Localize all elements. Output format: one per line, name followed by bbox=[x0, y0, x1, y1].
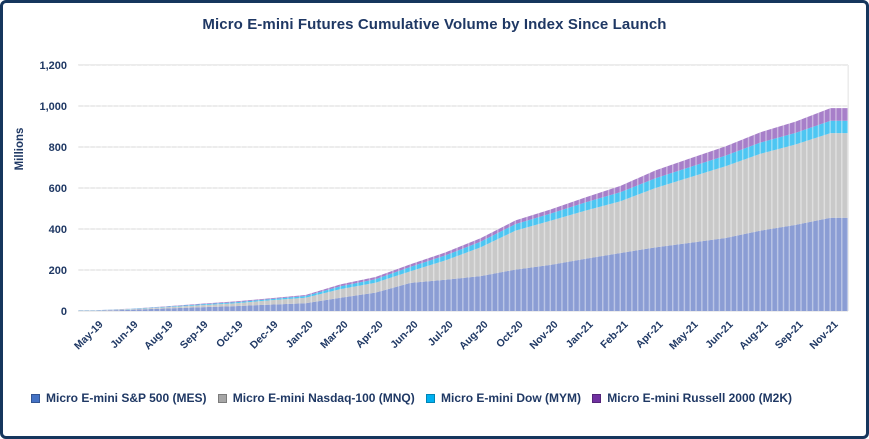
legend-swatch-icon bbox=[592, 393, 602, 403]
legend-label: Micro E-mini Dow (MYM) bbox=[441, 391, 582, 405]
chart-title: Micro E-mini Futures Cumulative Volume b… bbox=[202, 16, 667, 33]
legend-label: Micro E-mini Russell 2000 (M2K) bbox=[607, 391, 792, 405]
legend-item-1: Micro E-mini S&P 500 (MES) bbox=[31, 391, 206, 405]
x-tick-label: Dec-19 bbox=[248, 319, 281, 352]
x-tick-label: Oct-20 bbox=[494, 319, 526, 351]
legend-swatch-icon bbox=[217, 393, 227, 403]
y-axis-title: Millions bbox=[14, 128, 26, 171]
x-tick-label: Apr-21 bbox=[634, 319, 666, 351]
x-tick-label: Jan-20 bbox=[284, 319, 316, 351]
y-tick-label: 800 bbox=[49, 142, 67, 154]
x-tick-label: Jan-21 bbox=[564, 319, 596, 351]
x-tick-label: May-19 bbox=[72, 319, 106, 353]
y-tick-label: 400 bbox=[49, 224, 67, 236]
x-tick-label: Apr-20 bbox=[354, 319, 386, 351]
x-tick-label: Jun-19 bbox=[108, 319, 141, 352]
y-tick-label: 1,200 bbox=[39, 60, 67, 72]
y-tick-label: 600 bbox=[49, 183, 67, 195]
y-tick-label: 1,000 bbox=[39, 101, 67, 113]
legend-item-3: Micro E-mini Dow (MYM) bbox=[426, 391, 581, 405]
x-tick-label: Aug-19 bbox=[142, 319, 176, 353]
y-tick-label: 200 bbox=[49, 265, 67, 277]
y-tick-label: 0 bbox=[61, 306, 67, 318]
x-tick-label: Aug-20 bbox=[457, 319, 491, 353]
legend-item-2: Micro E-mini Nasdaq-100 (MNQ) bbox=[217, 391, 415, 405]
x-tick-label: Mar-20 bbox=[318, 319, 351, 352]
legend-label: Micro E-mini Nasdaq-100 (MNQ) bbox=[232, 391, 415, 405]
x-tick-label: May-21 bbox=[667, 319, 701, 353]
x-tick-label: Aug-21 bbox=[737, 319, 771, 353]
x-tick-label: Feb-21 bbox=[598, 319, 631, 352]
x-tick-label: Sep-21 bbox=[773, 319, 806, 352]
x-tick-label: Oct-19 bbox=[214, 319, 246, 351]
legend-swatch-icon bbox=[426, 393, 436, 403]
x-tick-label: Jul-20 bbox=[426, 319, 456, 349]
x-tick-label: Jun-21 bbox=[703, 319, 736, 352]
bar-texture-overlay bbox=[78, 65, 848, 311]
legend: Micro E-mini S&P 500 (MES) Micro E-mini N… bbox=[3, 391, 866, 405]
x-tick-label: Nov-21 bbox=[807, 319, 840, 352]
stacked-area-plot: 0 200 400 600 800 1,000 1,200 May-19 Jun-19 Aug-1… bbox=[14, 60, 849, 353]
x-tick-label: Sep-19 bbox=[178, 319, 211, 352]
legend-item-4: Micro E-mini Russell 2000 (M2K) bbox=[592, 391, 792, 405]
legend-label: Micro E-mini S&P 500 (MES) bbox=[46, 391, 207, 405]
x-tick-label: Jun-20 bbox=[388, 319, 421, 352]
legend-swatch-icon bbox=[31, 393, 40, 403]
x-tick-label: Nov-20 bbox=[527, 319, 560, 352]
